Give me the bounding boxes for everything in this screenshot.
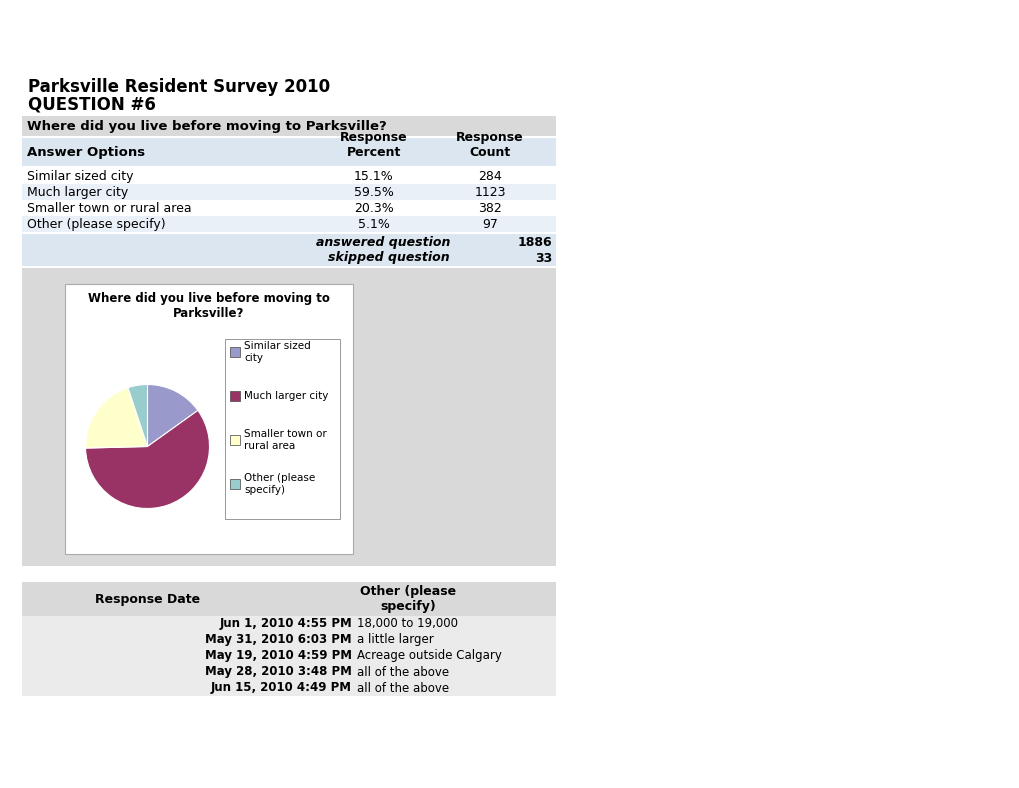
Text: skipped question: skipped question [328, 251, 449, 265]
Text: 33: 33 [534, 251, 551, 265]
Text: 5.1%: 5.1% [358, 217, 389, 231]
Text: 97: 97 [482, 217, 497, 231]
Text: 382: 382 [478, 202, 501, 214]
Text: Response Date: Response Date [96, 593, 201, 605]
Text: 1886: 1886 [517, 236, 551, 248]
Text: Similar sized
city: Similar sized city [244, 341, 311, 362]
FancyBboxPatch shape [22, 138, 555, 166]
Text: answered question: answered question [315, 236, 449, 248]
Wedge shape [127, 385, 148, 447]
Text: Much larger city: Much larger city [26, 185, 128, 199]
Text: all of the above: all of the above [357, 682, 448, 694]
Text: QUESTION #6: QUESTION #6 [28, 95, 156, 113]
FancyBboxPatch shape [22, 234, 555, 250]
Wedge shape [86, 388, 148, 448]
Wedge shape [148, 385, 198, 447]
FancyBboxPatch shape [22, 216, 555, 232]
Text: Acreage outside Calgary: Acreage outside Calgary [357, 649, 501, 663]
Text: 59.5%: 59.5% [354, 185, 393, 199]
Text: Other (please
specify): Other (please specify) [244, 474, 315, 495]
Text: Jun 15, 2010 4:49 PM: Jun 15, 2010 4:49 PM [211, 682, 352, 694]
Text: Other (please
specify): Other (please specify) [360, 585, 455, 613]
FancyBboxPatch shape [22, 582, 555, 616]
Text: Smaller town or
rural area: Smaller town or rural area [244, 429, 326, 451]
Wedge shape [86, 411, 209, 508]
FancyBboxPatch shape [229, 391, 239, 401]
Text: Where did you live before moving to
Parksville?: Where did you live before moving to Park… [88, 292, 329, 320]
FancyBboxPatch shape [22, 116, 555, 136]
Text: May 19, 2010 4:59 PM: May 19, 2010 4:59 PM [205, 649, 352, 663]
FancyBboxPatch shape [229, 479, 239, 489]
Text: all of the above: all of the above [357, 666, 448, 678]
Text: May 28, 2010 3:48 PM: May 28, 2010 3:48 PM [205, 666, 352, 678]
Text: 18,000 to 19,000: 18,000 to 19,000 [357, 618, 458, 630]
Text: a little larger: a little larger [357, 634, 433, 646]
Text: May 31, 2010 6:03 PM: May 31, 2010 6:03 PM [205, 634, 352, 646]
Text: 1123: 1123 [474, 185, 505, 199]
FancyBboxPatch shape [22, 616, 555, 696]
FancyBboxPatch shape [22, 184, 555, 200]
Text: 284: 284 [478, 169, 501, 183]
Text: Other (please specify): Other (please specify) [26, 217, 165, 231]
FancyBboxPatch shape [229, 435, 239, 445]
Text: Similar sized city: Similar sized city [26, 169, 133, 183]
Text: Response
Percent: Response Percent [340, 131, 408, 159]
Text: 15.1%: 15.1% [354, 169, 393, 183]
Text: Where did you live before moving to Parksville?: Where did you live before moving to Park… [26, 120, 386, 132]
Text: Parksville Resident Survey 2010: Parksville Resident Survey 2010 [28, 78, 330, 96]
FancyBboxPatch shape [229, 347, 239, 357]
Text: 20.3%: 20.3% [354, 202, 393, 214]
Text: Answer Options: Answer Options [26, 146, 145, 158]
FancyBboxPatch shape [225, 339, 339, 519]
FancyBboxPatch shape [22, 168, 555, 184]
Text: Jun 1, 2010 4:55 PM: Jun 1, 2010 4:55 PM [219, 618, 352, 630]
Text: Response
Count: Response Count [455, 131, 524, 159]
Text: Much larger city: Much larger city [244, 391, 328, 401]
FancyBboxPatch shape [22, 268, 555, 566]
FancyBboxPatch shape [22, 200, 555, 216]
FancyBboxPatch shape [65, 284, 353, 554]
FancyBboxPatch shape [22, 250, 555, 266]
Text: Smaller town or rural area: Smaller town or rural area [26, 202, 192, 214]
